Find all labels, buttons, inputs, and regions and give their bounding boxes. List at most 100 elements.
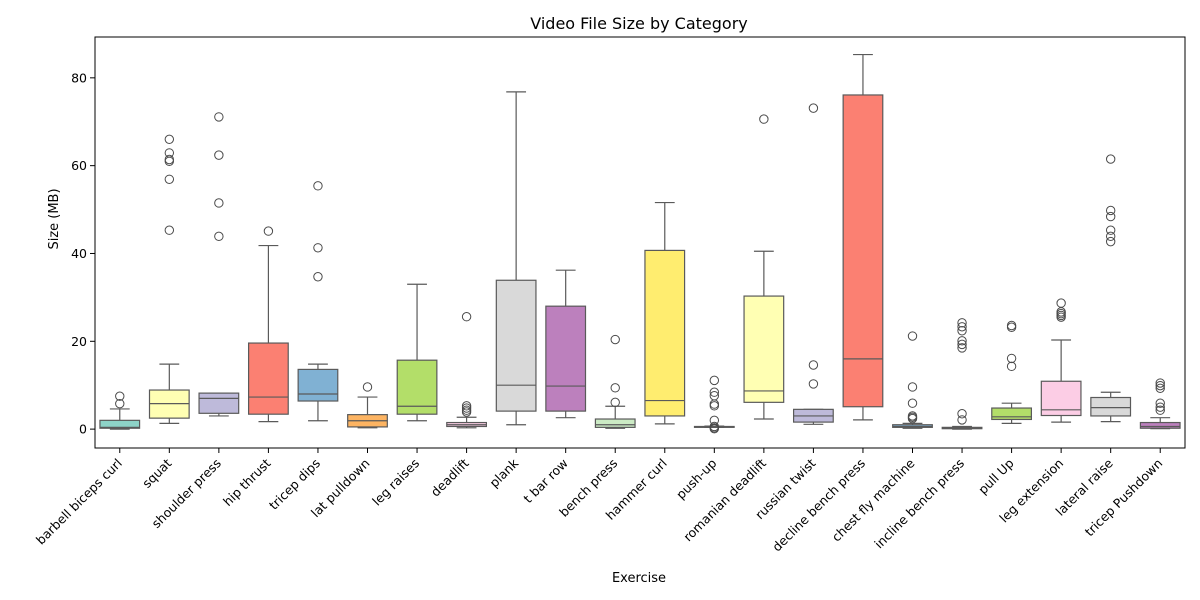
box-group-tricep-dips (297, 181, 339, 422)
box-group-romanian-deadlift (743, 114, 785, 420)
outlier-point (1155, 380, 1165, 391)
outlier-point (709, 421, 720, 432)
iqr-box (247, 342, 289, 415)
box-group-russian-twist (792, 103, 834, 425)
box-group-barbell-biceps-curl (99, 391, 141, 430)
box-group-hammer-curl (644, 201, 686, 425)
outlier-point (907, 331, 918, 341)
y-tick-label: 0 (79, 422, 87, 437)
outlier-point (808, 103, 819, 113)
iqr-box (842, 94, 884, 408)
outlier-point (164, 134, 175, 145)
box-group-shoulder-press (198, 112, 240, 417)
outlier-point (164, 225, 175, 235)
outlier-point (1155, 402, 1165, 412)
outlier-point (907, 382, 918, 392)
outlier-point (907, 411, 918, 421)
iqr-box (991, 407, 1033, 421)
outlier-point (808, 360, 819, 370)
outlier-point (957, 409, 967, 419)
y-tick-label: 60 (71, 158, 87, 173)
outlier-point (164, 148, 175, 158)
y-tick-label: 80 (71, 70, 87, 85)
box-group-incline-bench-press (941, 318, 983, 430)
outlier-point (461, 405, 472, 415)
iqr-box (545, 305, 587, 412)
box-group-bench-press (594, 334, 636, 429)
outlier-point (313, 243, 323, 253)
box-group-lateral-raise (1090, 154, 1132, 423)
outlier-point (808, 379, 819, 389)
box-group-pull-up (991, 320, 1033, 425)
outlier-point (1155, 398, 1165, 408)
outlier-point (1056, 298, 1066, 308)
box-group-plank (495, 91, 537, 426)
outlier-point (214, 150, 224, 160)
outlier-point (1006, 320, 1017, 331)
box-group-push-up (693, 375, 735, 434)
outlier-point (1105, 231, 1116, 242)
iqr-box (198, 392, 240, 414)
box-group-leg-extension (1040, 298, 1082, 423)
outlier-point (1105, 225, 1116, 235)
box-group-t-bar-row (545, 269, 587, 419)
outlier-point (907, 398, 918, 408)
outlier-point (1105, 211, 1116, 222)
outlier-point (214, 231, 224, 242)
iqr-box (644, 249, 686, 417)
outlier-point (115, 398, 125, 409)
axes-frame (94, 36, 1186, 449)
box-group-squat (148, 134, 190, 425)
outlier-point (709, 375, 720, 386)
outlier-point (957, 322, 967, 332)
outlier-point (461, 312, 472, 322)
outlier-point (709, 415, 720, 426)
y-tick-label: 20 (71, 334, 87, 349)
chart-title: Video File Size by Category (530, 14, 748, 33)
outlier-point (313, 272, 323, 282)
outlier-point (1006, 353, 1017, 364)
outlier-point (1155, 378, 1165, 388)
iqr-box (297, 368, 339, 402)
outlier-point (1105, 205, 1116, 216)
outlier-point (362, 382, 373, 392)
iqr-box (495, 279, 537, 412)
outlier-point (610, 383, 620, 393)
iqr-box (99, 419, 141, 429)
outlier-point (214, 112, 224, 122)
box-group-leg-raises (396, 283, 438, 422)
box-group-decline-bench-press (842, 53, 884, 421)
box-group-tricep-pushdown (1139, 378, 1181, 430)
box-group-chest-fly-machine (892, 331, 933, 429)
box-group-deadlift (446, 312, 488, 429)
outlier-point (1105, 236, 1116, 247)
outlier-point (164, 174, 175, 184)
outlier-point (461, 403, 472, 413)
iqr-box (1139, 421, 1181, 429)
outlier-point (1155, 383, 1165, 393)
outlier-point (759, 114, 769, 124)
outlier-point (957, 339, 967, 350)
iqr-box (396, 359, 438, 415)
x-axis-label: Exercise (612, 571, 666, 586)
outlier-point (263, 226, 274, 236)
box-group-lat-pulldown (347, 382, 388, 429)
outlier-point (957, 336, 967, 346)
outlier-point (164, 154, 175, 165)
outlier-point (610, 334, 620, 345)
outlier-point (957, 318, 967, 328)
outlier-point (115, 391, 125, 401)
outlier-point (957, 343, 967, 353)
outlier-point (610, 397, 620, 408)
iqr-box (1090, 396, 1132, 417)
outlier-point (709, 387, 720, 397)
outlier-point (461, 401, 472, 411)
iqr-box (743, 295, 785, 403)
outlier-point (313, 181, 323, 191)
outlier-point (957, 415, 967, 425)
outlier-point (1155, 405, 1165, 415)
outlier-point (709, 391, 720, 401)
box-group-hip-thrust (247, 226, 289, 423)
